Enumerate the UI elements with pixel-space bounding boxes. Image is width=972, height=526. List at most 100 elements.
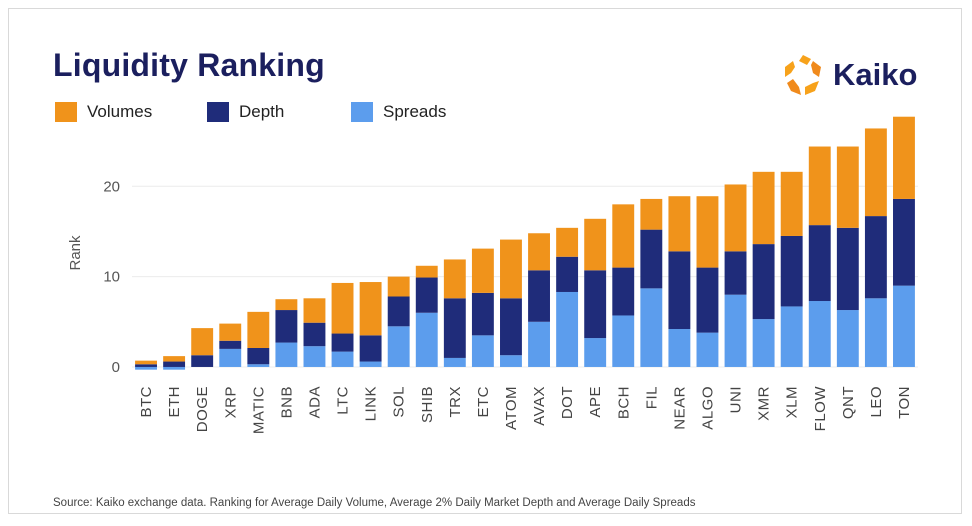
x-tick-label-ada: ADA [306, 386, 323, 418]
bar-trx-depth [443, 298, 466, 358]
bar-etc-volumes [471, 248, 494, 293]
legend-label-volumes: Volumes [87, 102, 153, 121]
legend-swatch-depth [207, 102, 229, 122]
bar-bch-volumes [612, 204, 635, 268]
x-tick-label-dot: DOT [559, 386, 576, 419]
bar-xlm-depth [780, 235, 803, 307]
bar-link-depth [359, 335, 382, 362]
legend-label-spreads: Spreads [383, 102, 447, 121]
bar-algo-depth [696, 267, 719, 333]
bar-xrp-depth [219, 340, 242, 349]
bar-bch-depth [612, 267, 635, 316]
chart-card: Liquidity Ranking Volumes Depth Spreads … [8, 8, 962, 514]
bar-xmr-depth [752, 244, 775, 320]
x-tick-label-xrp: XRP [222, 386, 239, 418]
kaiko-logo-icon [785, 55, 821, 95]
bar-eth-volumes [163, 356, 186, 362]
bar-sol-depth [387, 296, 410, 327]
bar-fil-spreads [640, 288, 663, 367]
source-note: Source: Kaiko exchange data. Ranking for… [53, 497, 696, 509]
brand: Kaiko [781, 55, 941, 95]
bar-dot-volumes [556, 227, 579, 257]
bar-ape-volumes [584, 218, 607, 271]
x-tick-label-xlm: XLM [784, 386, 801, 418]
bar-fil-depth [640, 229, 663, 289]
bar-bch-spreads [612, 315, 635, 367]
x-tick-label-atom: ATOM [503, 386, 520, 430]
x-tick-label-btc: BTC [138, 386, 155, 418]
bar-qnt-depth [836, 227, 859, 311]
bar-etc-spreads [471, 335, 494, 367]
bar-btc-volumes [135, 360, 157, 365]
bar-near-volumes [668, 196, 691, 252]
bar-btc-spreads [135, 366, 157, 370]
x-tick-label-doge: DOGE [194, 386, 211, 432]
x-tick-label-uni: UNI [728, 386, 745, 413]
bar-flow-spreads [808, 301, 831, 367]
bar-shib-depth [415, 277, 438, 313]
bar-dot-spreads [556, 291, 579, 367]
bar-uni-depth [724, 251, 747, 295]
bar-ltc-depth [331, 333, 354, 352]
bar-atom-depth [500, 298, 522, 356]
x-tick-label-link: LINK [363, 386, 380, 421]
bar-bnb-volumes [275, 299, 298, 311]
bar-ada-volumes [303, 298, 326, 323]
bar-etc-depth [471, 292, 494, 336]
legend-label-depth: Depth [239, 102, 285, 121]
bar-leo-volumes [864, 128, 887, 217]
bar-ape-depth [584, 270, 607, 339]
x-tick-label-ltc: LTC [335, 386, 352, 415]
bar-bnb-depth [275, 310, 298, 343]
bar-uni-spreads [724, 294, 747, 367]
bar-avax-volumes [528, 233, 550, 271]
bar-doge-volumes [191, 328, 214, 356]
page-title: Liquidity Ranking [53, 47, 325, 83]
bar-matic-volumes [247, 311, 270, 348]
x-tick-label-sol: SOL [391, 386, 408, 418]
bar-xmr-volumes [752, 171, 775, 245]
bar-near-depth [668, 251, 691, 330]
bar-xmr-spreads [752, 319, 775, 367]
x-tick-label-matic: MATIC [250, 386, 267, 434]
bar-ltc-spreads [331, 351, 354, 367]
bar-ltc-volumes [331, 282, 354, 334]
bar-matic-depth [247, 347, 270, 365]
y-tick-label-0: 0 [112, 359, 120, 376]
bar-dot-depth [556, 256, 579, 292]
bar-matic-spreads [247, 364, 270, 367]
brand-name: Kaiko [833, 57, 918, 92]
x-tick-label-eth: ETH [166, 386, 183, 418]
bar-algo-volumes [696, 196, 719, 268]
bar-btc-depth [135, 364, 157, 367]
bar-eth-depth [163, 361, 186, 367]
x-tick-label-xmr: XMR [756, 386, 773, 421]
bar-xrp-volumes [219, 323, 242, 341]
legend-swatch-volumes [55, 102, 77, 122]
bar-ape-spreads [584, 338, 607, 367]
bar-sol-volumes [387, 276, 410, 297]
bar-eth-spreads [163, 366, 186, 370]
bar-ada-depth [303, 322, 326, 347]
bar-atom-volumes [500, 239, 522, 299]
bar-ton-spreads [893, 285, 915, 367]
bar-doge-depth [191, 355, 214, 367]
x-tick-label-near: NEAR [671, 386, 688, 430]
x-tick-label-avax: AVAX [531, 386, 548, 426]
bar-uni-volumes [724, 184, 747, 252]
x-tick-label-ape: APE [587, 386, 604, 418]
x-tick-label-ton: TON [896, 386, 913, 419]
bar-qnt-spreads [836, 310, 859, 367]
x-tick-label-leo: LEO [868, 386, 885, 418]
bar-link-spreads [359, 361, 382, 367]
legend-swatch-spreads [351, 102, 373, 122]
bar-leo-spreads [864, 298, 887, 367]
bar-qnt-volumes [836, 146, 859, 228]
x-tick-label-etc: ETC [475, 386, 492, 418]
bar-trx-spreads [443, 357, 466, 367]
x-tick-label-shib: SHIB [419, 386, 436, 423]
x-tick-label-algo: ALGO [699, 386, 716, 430]
y-tick-label-10: 10 [103, 269, 120, 286]
bar-near-spreads [668, 329, 691, 367]
